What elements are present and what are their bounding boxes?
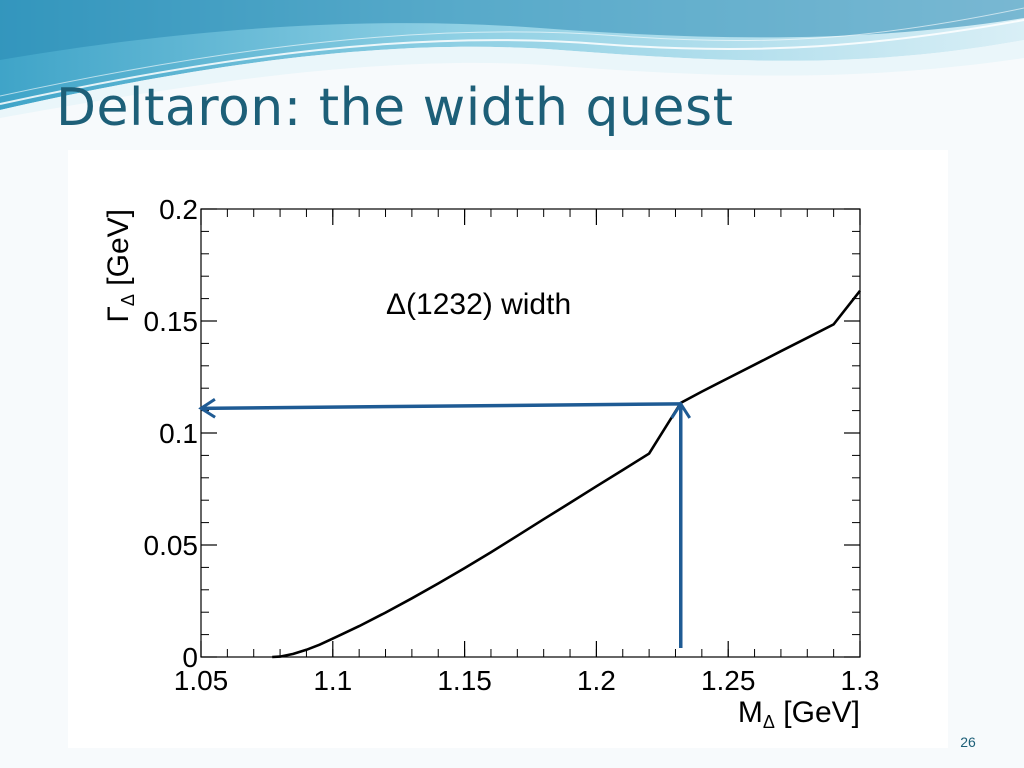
y-tick-label: 0.15 (144, 306, 199, 337)
chart: 1.05 1.1 1.15 1.2 1.25 1.3 0 0.05 0.1 0.15 0.2 Δ(1… (102, 194, 880, 732)
plot-panel: 1.05 1.1 1.15 1.2 1.25 1.3 0 0.05 0.1 0.15 0.2 Δ(1… (68, 150, 948, 748)
data-curve (272, 289, 862, 659)
tick-labels: 1.05 1.1 1.15 1.2 1.25 1.3 0 0.05 0.1 0.15 0.2 (144, 194, 880, 696)
y-tick-label: 0 (182, 642, 198, 673)
x-tick-label: 1.05 (174, 665, 229, 696)
x-tick-label: 1.25 (701, 665, 756, 696)
arrows (198, 397, 692, 649)
page-number: 26 (960, 734, 976, 750)
annotation-label: Δ(1232) width (386, 288, 571, 321)
x-tick-label: 1.1 (313, 665, 352, 696)
x-tick-label: 1.2 (577, 665, 616, 696)
y-tick-label: 0.05 (144, 530, 199, 561)
slide-title: Deltaron: the width quest (56, 78, 734, 138)
y-axis-label: ΓΔ [GeV] (102, 209, 138, 323)
y-tick-label: 0.2 (159, 194, 198, 225)
minor-ticks (200, 208, 861, 658)
x-tick-label: 1.3 (841, 665, 880, 696)
horizontal-arrow (198, 397, 681, 419)
header-banner (0, 0, 1024, 118)
plot-frame (200, 208, 861, 658)
major-ticks (200, 208, 861, 658)
x-axis-label: MΔ [GeV] (738, 696, 860, 732)
x-tick-label: 1.15 (437, 665, 492, 696)
y-tick-label: 0.1 (159, 418, 198, 449)
